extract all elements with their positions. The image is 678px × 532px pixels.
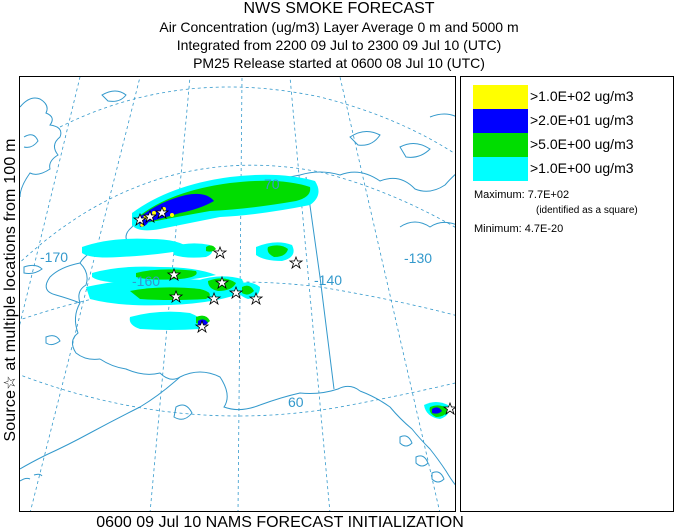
canada-coast — [399, 221, 455, 228]
legend-panel: >1.0E+02 ug/m3 >2.0E+01 ug/m3 >5.0E+00 u… — [460, 76, 674, 512]
source-star-icon — [206, 291, 222, 306]
source-side-label: Source☆ at multiple locations from 100 m — [2, 138, 19, 442]
source-star-icon — [194, 319, 210, 334]
plume-cyan-layer — [82, 174, 449, 419]
siberia-inlet — [23, 134, 39, 148]
subtitle-concentration: Air Concentration (ug/m3) Layer Average … — [159, 19, 519, 35]
lat-line-60 — [20, 374, 455, 417]
source-markers — [132, 205, 455, 416]
seward-peninsula — [45, 262, 81, 304]
legend-item: >2.0E+01 ug/m3 — [473, 109, 669, 133]
lon-label-140: -140 — [314, 272, 342, 288]
lat-line-75 — [59, 86, 455, 155]
map-title: NWS SMOKE FORECAST — [243, 0, 435, 17]
legend-item: >1.0E+02 ug/m3 — [473, 85, 669, 109]
legend-label: >5.0E+00 ug/m3 — [530, 136, 634, 152]
us-canada-border — [305, 176, 335, 390]
gulf-of-alaska — [259, 385, 361, 406]
lon-label-160: -160 — [132, 273, 160, 289]
plume-se-blue — [432, 407, 442, 414]
plume-sw-cyan — [129, 311, 204, 330]
yukon-delta — [72, 302, 101, 360]
lon-line-140 — [289, 77, 331, 511]
lon-line-170 — [30, 77, 141, 511]
siberia-coast — [20, 97, 62, 198]
source-star-icon — [288, 255, 304, 270]
plume-west-green-2 — [130, 287, 210, 300]
lat-label-70: 70 — [264, 176, 280, 192]
source-star-icon — [214, 275, 230, 290]
plume-interior-green-2 — [267, 245, 288, 257]
source-star-icon — [228, 285, 244, 300]
lat-line-70 — [20, 164, 455, 264]
lon-line-150 — [237, 77, 243, 511]
plume-interior-1 — [172, 243, 213, 258]
plume-interior-green-4 — [242, 285, 254, 295]
legend-label: >1.0E+00 ug/m3 — [530, 160, 634, 176]
aleutian-islands — [20, 473, 43, 482]
legend-item: >1.0E+00 ug/m3 — [473, 157, 669, 181]
lon-label-130: -130 — [404, 250, 432, 266]
nunivak-island — [45, 335, 61, 346]
source-star-icon — [166, 267, 182, 282]
coastlines — [20, 90, 455, 486]
maximum-note: (identified as a square) — [536, 205, 638, 216]
legend-swatch-blue — [473, 109, 528, 133]
source-star-icon — [142, 209, 158, 224]
legend-swatch-yellow — [473, 85, 528, 109]
subtitle-release: PM25 Release started at 0600 08 Jul 10 (… — [193, 55, 485, 71]
lon-label-170: -170 — [40, 249, 68, 265]
southeast-alaska — [359, 390, 455, 486]
source-star-icon — [132, 212, 148, 227]
subtitle-integration: Integrated from 2200 09 Jul to 2300 09 J… — [176, 37, 502, 53]
hotspot-yellow-2 — [152, 211, 156, 215]
forecast-initialization-footer: 0600 09 Jul 10 NAMS FORECAST INITIALIZAT… — [96, 514, 464, 531]
arctic-island — [101, 90, 127, 102]
source-star-icon — [168, 289, 184, 304]
lon-line-130 — [339, 77, 440, 511]
minimum-value: Minimum: 4.7E-20 — [474, 223, 564, 235]
plume-west-cyan-1 — [82, 238, 190, 258]
kodiak-island — [173, 404, 193, 420]
saint-lawrence-island — [23, 264, 43, 274]
source-star-icon — [248, 291, 264, 306]
se-islands — [399, 435, 445, 483]
bristol-bay — [99, 358, 181, 380]
legend-label: >2.0E+01 ug/m3 — [530, 112, 634, 128]
grid-labels: -170 -160 -140 -130 70 60 — [40, 176, 432, 410]
legend-label: >1.0E+02 ug/m3 — [530, 88, 634, 104]
lat-label-60: 60 — [288, 394, 304, 410]
source-star-icon — [442, 401, 455, 416]
map-panel[interactable]: -170 -160 -140 -130 70 60 — [19, 76, 456, 512]
legend-item: >5.0E+00 ug/m3 — [473, 133, 669, 157]
arctic-archipelago — [349, 113, 455, 158]
source-star-icon — [212, 245, 228, 260]
source-star-icon — [154, 205, 170, 220]
hotspot-yellow-4 — [170, 213, 174, 217]
legend-swatch-green — [473, 133, 528, 157]
source-side-label-container: Source☆ at multiple locations from 100 m — [0, 68, 20, 512]
alaska-peninsula — [20, 376, 181, 470]
plume-interior-green-1 — [206, 245, 216, 252]
plume-west-green — [136, 269, 197, 280]
cook-inlet — [179, 371, 261, 411]
legend-swatch-cyan — [473, 157, 528, 181]
smoke-map: -170 -160 -140 -130 70 60 — [20, 77, 455, 511]
maximum-value: Maximum: 7.7E+02 — [474, 189, 570, 201]
